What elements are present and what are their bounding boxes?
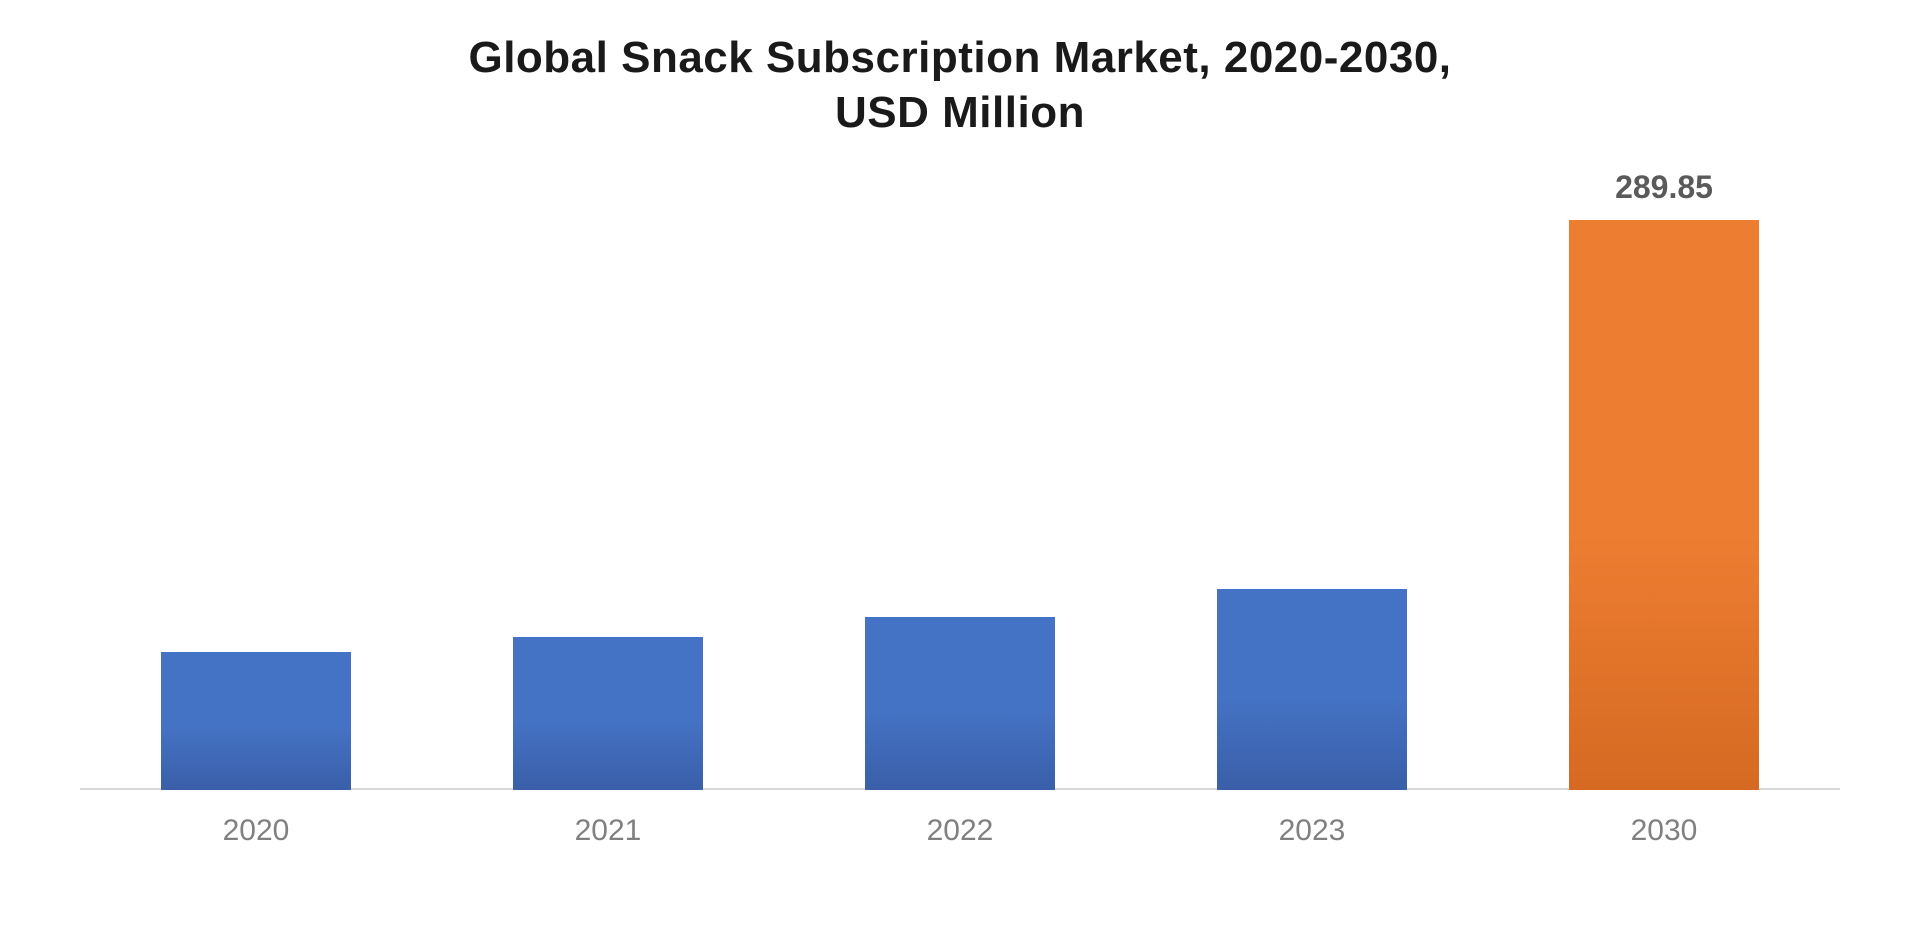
title-line-1: Global Snack Subscription Market, 2020-2… (468, 33, 1451, 82)
x-axis-label: 2022 (784, 814, 1136, 848)
bar (1569, 220, 1759, 790)
bar (513, 637, 703, 790)
bar-slot (784, 200, 1136, 790)
bar-value-label: 289.85 (1615, 169, 1713, 206)
bar-slot (80, 200, 432, 790)
plot-area: 289.85 (80, 200, 1840, 790)
title-line-2: USD Million (835, 88, 1085, 137)
bar-chart: Global Snack Subscription Market, 2020-2… (0, 0, 1920, 943)
bar-slot (1136, 200, 1488, 790)
chart-title: Global Snack Subscription Market, 2020-2… (80, 30, 1840, 140)
bar (1217, 589, 1407, 790)
bar (865, 617, 1055, 790)
bar-slot: 289.85 (1488, 200, 1840, 790)
x-axis-label: 2030 (1488, 814, 1840, 848)
x-axis-labels: 20202021202220232030 (80, 814, 1840, 848)
x-axis-label: 2023 (1136, 814, 1488, 848)
bar (161, 652, 351, 790)
bars-group: 289.85 (80, 200, 1840, 790)
bar-slot (432, 200, 784, 790)
x-axis-label: 2021 (432, 814, 784, 848)
x-axis-label: 2020 (80, 814, 432, 848)
